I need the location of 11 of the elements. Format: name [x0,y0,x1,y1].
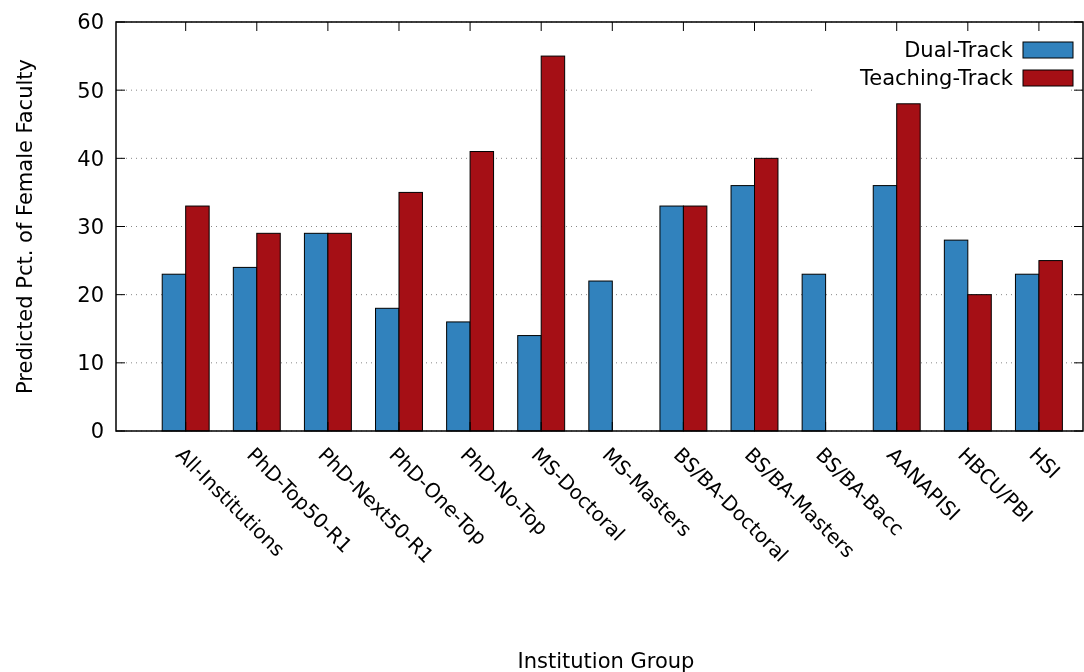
y-tick-label: 60 [77,10,104,35]
y-tick-label: 50 [77,78,104,103]
y-tick-label: 40 [77,146,104,171]
y-tick-label: 10 [77,351,104,376]
x-axis-title: Institution Group [517,649,695,672]
y-tick-label: 20 [77,283,104,308]
legend-label: Teaching-Track [859,66,1014,91]
legend-label: Dual-Track [904,38,1014,63]
y-tick-label: 30 [77,214,104,239]
y-tick-label: 0 [90,419,104,444]
y-axis-title: Predicted Pct. of Female Faculty [13,59,37,394]
